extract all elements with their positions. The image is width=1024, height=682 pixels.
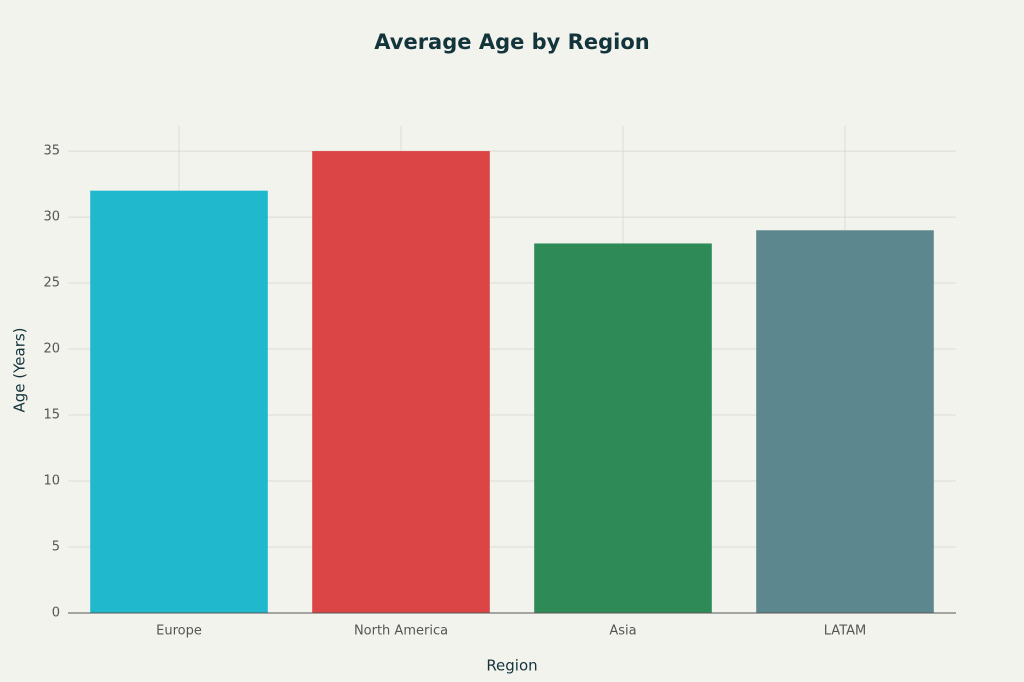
x-tick-label: North America	[354, 624, 448, 639]
x-axis-title: Region	[486, 657, 537, 675]
y-tick-label: 15	[43, 408, 60, 423]
chart-title: Average Age by Region	[374, 30, 649, 54]
bar	[756, 230, 934, 613]
y-tick-label: 25	[43, 276, 60, 291]
y-tick-label: 10	[43, 474, 60, 489]
x-tick-label: LATAM	[824, 624, 866, 639]
y-tick-label: 5	[52, 540, 60, 555]
x-tick-label: Europe	[156, 624, 202, 639]
bar	[534, 243, 712, 614]
y-tick-label: 0	[52, 606, 60, 621]
y-tick-label: 30	[43, 210, 60, 225]
y-axis-title: Age (Years)	[11, 327, 29, 412]
bar	[312, 151, 490, 614]
y-tick-label: 35	[43, 144, 60, 159]
bar	[90, 190, 268, 613]
x-tick-label: Asia	[609, 624, 636, 639]
y-tick-label: 20	[43, 342, 60, 357]
